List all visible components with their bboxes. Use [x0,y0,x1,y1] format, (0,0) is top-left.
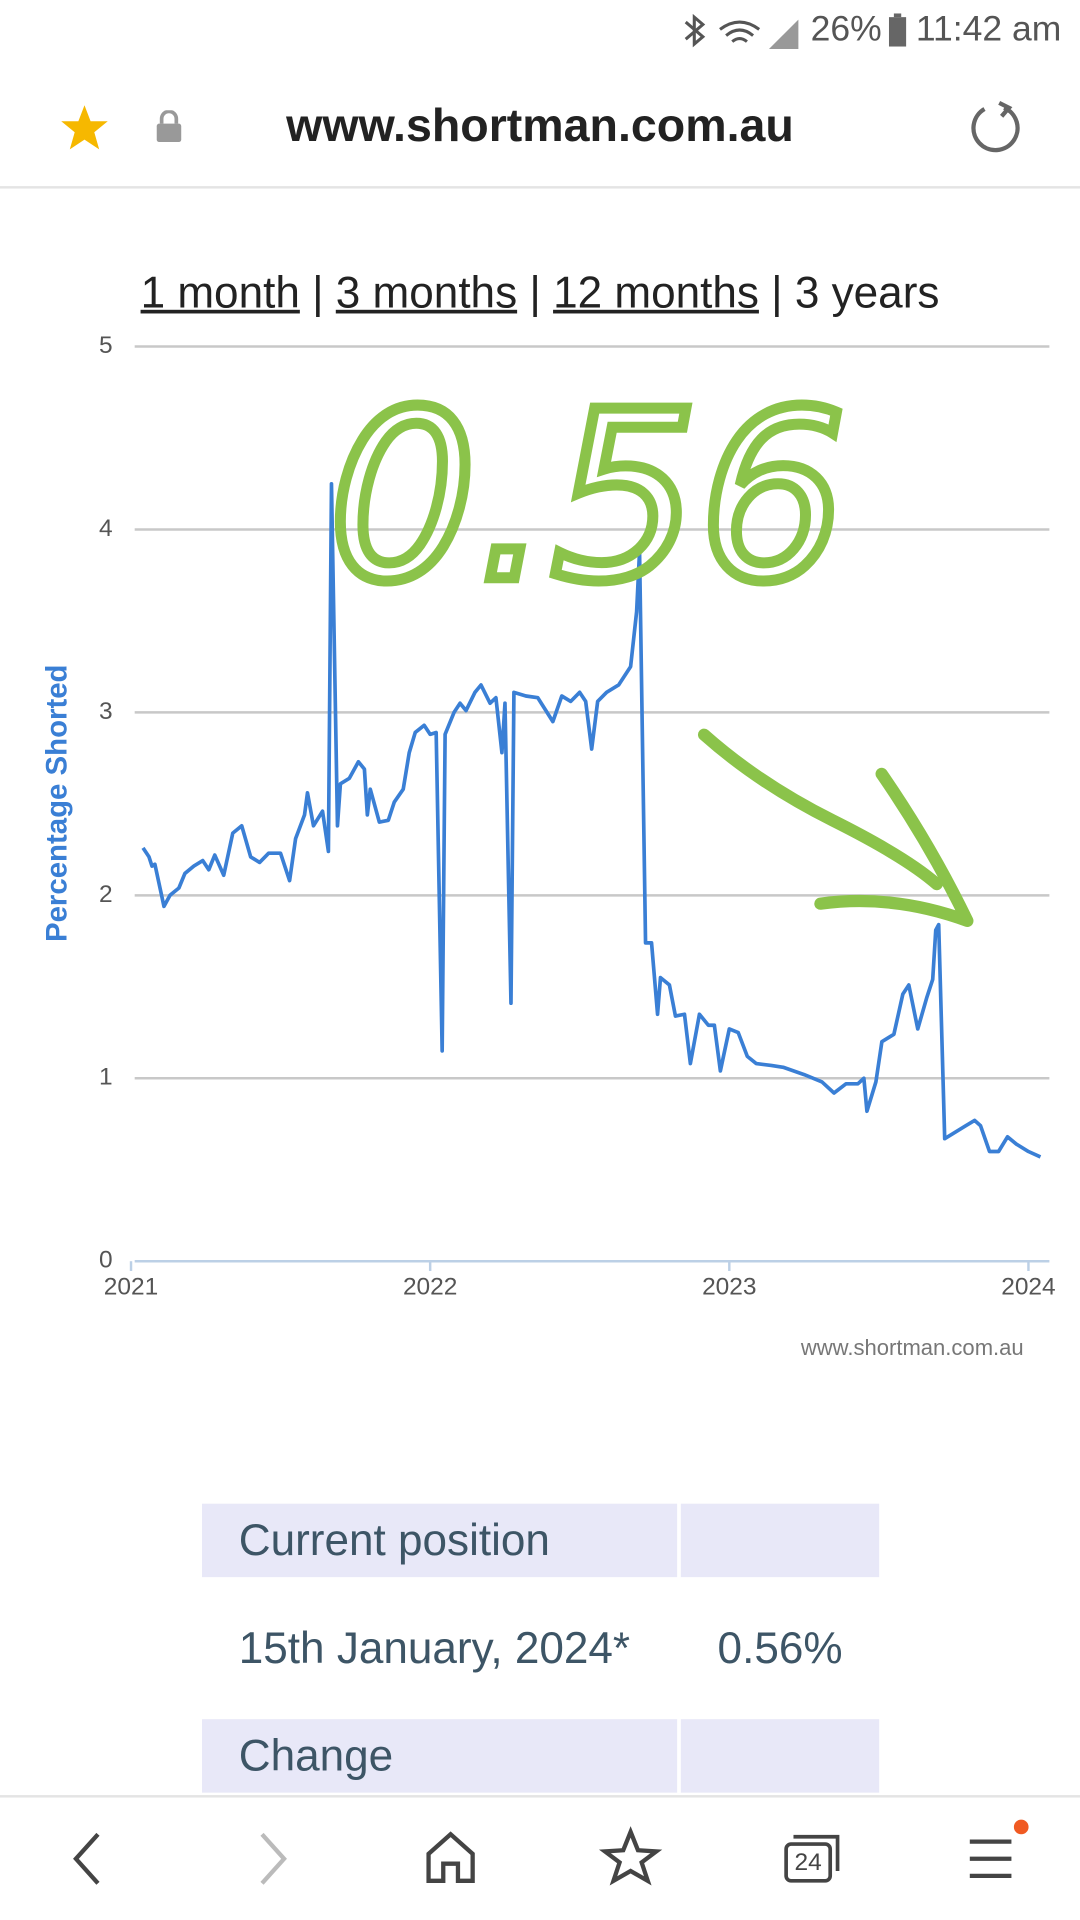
range-link[interactable]: 3 months [335,266,518,318]
range-link[interactable]: 1 month [140,266,300,318]
y-tick-label: 4 [99,515,113,542]
range-link[interactable]: 12 months [553,266,759,318]
data-line [141,481,1042,1159]
status-bar: 26% 11:42 am [0,0,1080,64]
clock: 11:42 am [915,9,1062,49]
menu-button[interactable] [969,1839,1012,1879]
y-tick-label: 2 [99,881,113,908]
table: Current position 15th January, 2024* 0.56… [198,1500,883,1796]
range-current: 3 years [794,266,940,318]
battery-percent: 26% [810,9,882,49]
table-header: Current position [202,1503,678,1578]
position-table: Current position 15th January, 2024* 0.56… [198,1500,883,1796]
x-tick-label: 2023 [702,1274,756,1301]
y-tick-label: 1 [99,1064,113,1091]
y-axis-label: Percentage Shorted [41,665,74,943]
handwritten-annotation: 0.56 [329,362,847,633]
tab-count: 24 [795,1849,822,1876]
home-button[interactable] [426,1831,475,1883]
bottom-nav: 24 [0,1795,1080,1920]
table-header: Change [202,1719,678,1793]
chart: Percentage Shorted www.shortman.com.au 0… [41,332,1056,1360]
back-button[interactable] [73,1832,100,1885]
tabs-button[interactable]: 24 [784,1834,840,1883]
bookmark-star[interactable] [59,103,110,152]
forward-button[interactable] [260,1832,287,1885]
address-bar: www.shortman.com.au [0,64,1080,189]
nav-icons: 24 [73,1819,1029,1886]
lock-icon [156,110,182,143]
x-tick-label: 2024 [1001,1274,1055,1301]
value-cell: 0.56% [717,1622,843,1673]
x-tick-label: 2021 [104,1274,158,1301]
date-cell: 15th January, 2024* [238,1622,631,1673]
status-icons [684,13,799,49]
menu-badge [1013,1819,1029,1835]
y-tick-label: 5 [99,332,113,359]
y-tick-label: 3 [99,698,113,725]
url[interactable]: www.shortman.com.au [286,100,794,152]
battery-icon [888,13,907,47]
handwritten-arrow [697,728,974,927]
x-tick-label: 2022 [403,1274,457,1301]
reload-button[interactable] [967,100,1023,154]
y-tick-label: 0 [99,1247,113,1274]
chart-credit: www.shortman.com.au [800,1335,1024,1360]
range-links: 1 month | 3 months | 12 months | 3 years [140,266,940,318]
bookmarks-button[interactable] [598,1826,663,1886]
